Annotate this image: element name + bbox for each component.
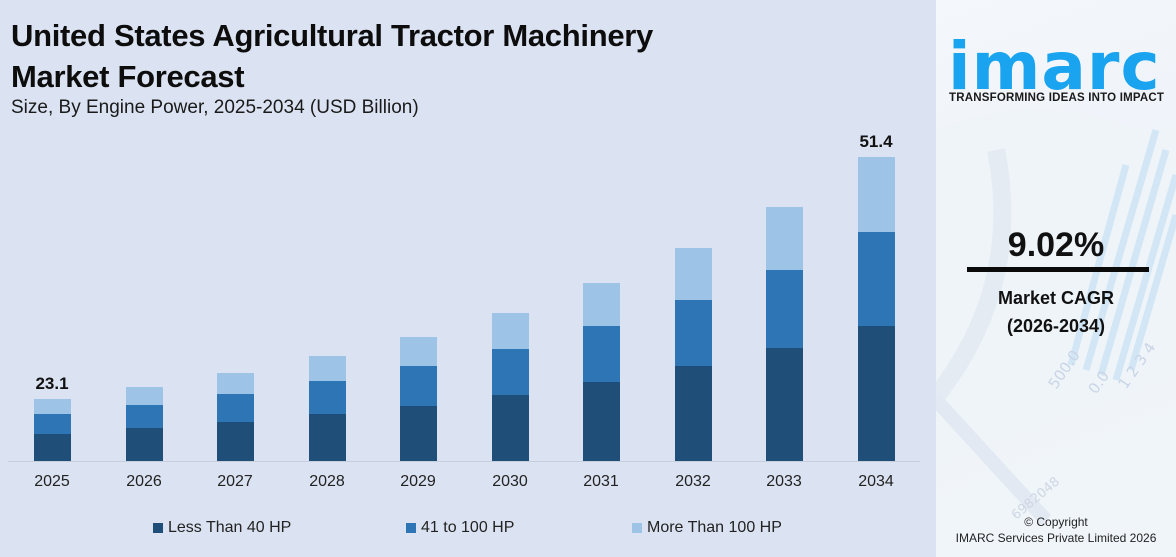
bar-2032: [674, 247, 712, 461]
bar-segment: [582, 381, 620, 461]
bar-segment: [765, 348, 803, 461]
bar-2026: [125, 387, 163, 461]
bar-2025: [33, 399, 71, 461]
bar-segment: [582, 282, 620, 327]
bar-2034: [857, 157, 895, 461]
x-tick-label: 2025: [34, 473, 70, 490]
bar-segment: [399, 366, 437, 406]
x-tick-label: 2030: [492, 473, 528, 490]
legend: Less Than 40 HP 41 to 100 HP More Than 1…: [0, 519, 936, 539]
bar-2027: [216, 373, 254, 461]
cagr-label: Market CAGR (2026-2034): [936, 284, 1176, 340]
bar-segment: [491, 312, 529, 349]
chart-title: United States Agricultural Tractor Machi…: [11, 15, 653, 97]
x-tick-label: 2026: [126, 473, 162, 490]
legend-item-41-to-100: 41 to 100 HP: [406, 519, 514, 537]
bar-segment: [857, 157, 895, 233]
bar-segment: [216, 422, 254, 461]
bar-segment: [399, 336, 437, 367]
bar-segment: [765, 206, 803, 270]
bar-segment: [674, 366, 712, 461]
bar-segment: [216, 394, 254, 423]
bar-segment: [857, 326, 895, 461]
bar-segment: [125, 428, 163, 461]
logo-wordmark: imarc: [948, 28, 1161, 105]
title-line-2: Market Forecast: [11, 59, 245, 94]
bar-2031: [582, 282, 620, 461]
legend-swatch-icon: [406, 523, 416, 533]
bar-segment: [857, 232, 895, 327]
bar-segment: [308, 356, 346, 382]
legend-label: Less Than 40 HP: [168, 519, 292, 536]
plot-area: 23.1 51.4: [8, 130, 920, 462]
legend-label: More Than 100 HP: [647, 519, 782, 536]
bar-segment: [33, 433, 71, 461]
bar-2030: [491, 312, 529, 461]
cagr-divider: [967, 267, 1149, 272]
copyright-line-2: IMARC Services Private Limited 2026: [955, 531, 1157, 545]
x-tick-label: 2029: [400, 473, 436, 490]
copyright-line-1: © Copyright: [1024, 515, 1088, 529]
cagr-label-text: Market CAGR: [997, 288, 1115, 308]
cagr-period-text: (2026-2034): [1006, 316, 1106, 336]
bar-segment: [582, 326, 620, 382]
legend-swatch-icon: [153, 523, 163, 533]
x-tick-label: 2031: [583, 473, 619, 490]
bar-segment: [765, 269, 803, 349]
cagr-value: 9.02%: [1007, 226, 1105, 264]
background-chart-decoration-icon: 500.0 0.0 1 2 3 4 6982048: [936, 109, 1176, 557]
bar-segment: [674, 247, 712, 301]
bar-segment: [216, 373, 254, 395]
x-tick-label: 2032: [675, 473, 711, 490]
imarc-logo: imarc: [948, 12, 1174, 102]
bar-segment: [491, 348, 529, 396]
chart-subtitle: Size, By Engine Power, 2025-2034 (USD Bi…: [11, 97, 419, 118]
total-value-label: 51.4: [859, 132, 893, 152]
bar-segment: [308, 414, 346, 461]
bar-2033: [765, 206, 803, 461]
logo-tagline: TRANSFORMING IDEAS INTO IMPACT: [949, 92, 1165, 104]
bar-segment: [33, 414, 71, 434]
legend-item-less-than-40: Less Than 40 HP: [153, 519, 291, 537]
bar-segment: [399, 405, 437, 461]
bar-2028: [308, 356, 346, 461]
bar-segment: [308, 381, 346, 415]
legend-swatch-icon: [632, 523, 642, 533]
bar-segment: [125, 404, 163, 429]
x-tick-label: 2033: [766, 473, 802, 490]
bar-segment: [33, 399, 71, 415]
x-tick-label: 2034: [858, 473, 894, 490]
legend-label: 41 to 100 HP: [421, 519, 515, 536]
title-line-1: United States Agricultural Tractor Machi…: [11, 18, 653, 53]
bar-segment: [674, 300, 712, 367]
x-tick-label: 2028: [309, 473, 345, 490]
legend-item-more-than-100: More Than 100 HP: [632, 519, 782, 537]
bar-2029: [399, 336, 437, 461]
chart-panel: United States Agricultural Tractor Machi…: [0, 15, 936, 539]
bar-segment: [125, 387, 163, 405]
x-axis-line: [8, 461, 920, 462]
bar-segment: [491, 395, 529, 461]
copyright-notice: © Copyright IMARC Services Private Limit…: [936, 514, 1176, 546]
total-value-label: 23.1: [35, 373, 69, 393]
x-tick-label: 2027: [217, 473, 253, 490]
sidebar-panel: 500.0 0.0 1 2 3 4 6982048 imarc TRANSFOR…: [936, 0, 1176, 557]
